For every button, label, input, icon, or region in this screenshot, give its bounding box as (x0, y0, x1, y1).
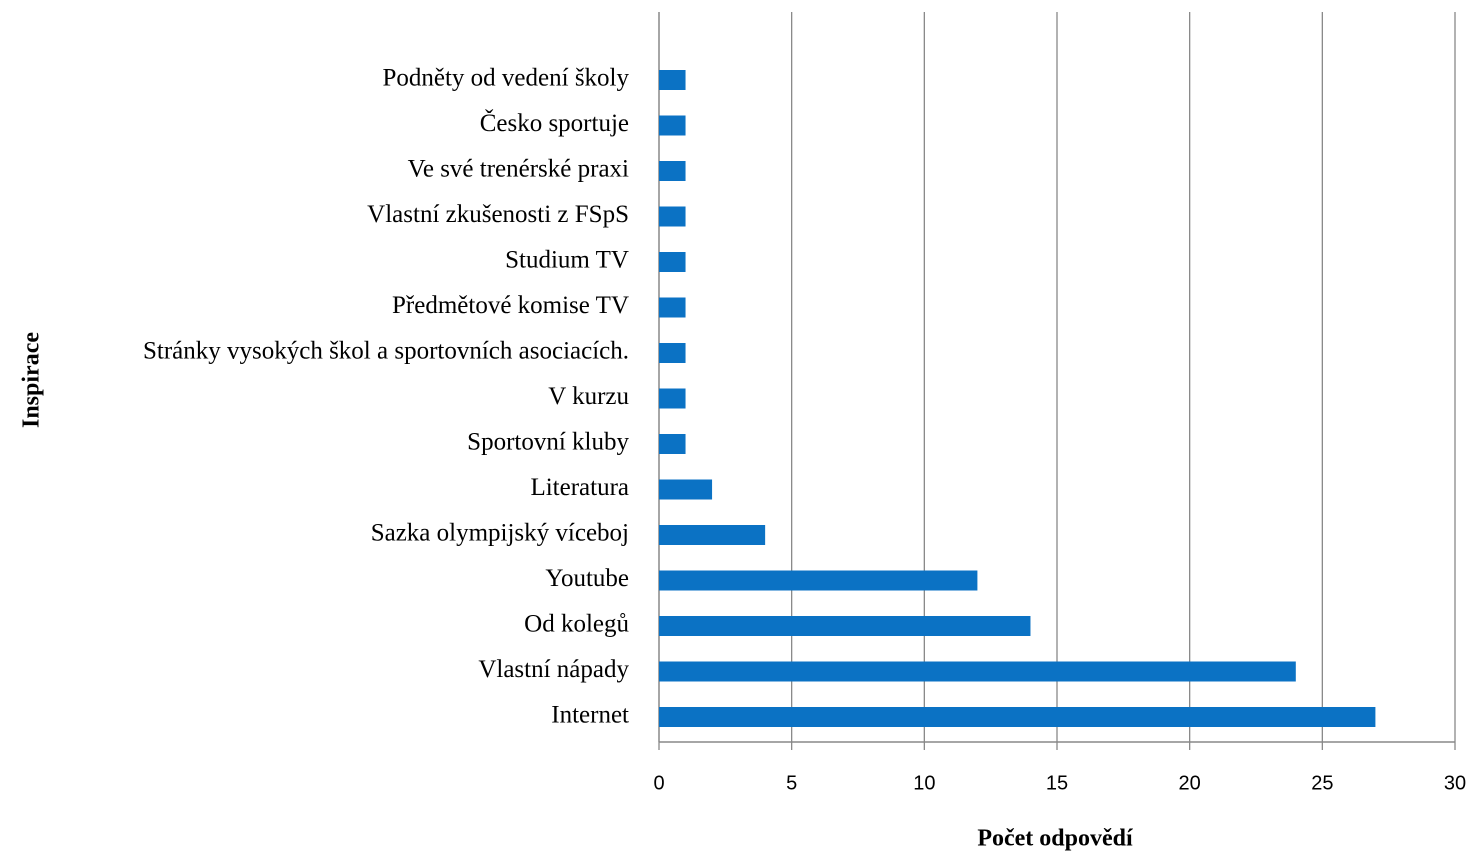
bar (659, 434, 686, 454)
x-tick-label: 0 (653, 772, 664, 794)
y-tick-label: Youtube (545, 565, 629, 592)
bar (659, 252, 686, 272)
y-tick-label: Ve své trenérské praxi (408, 156, 629, 183)
y-tick-label: Stránky vysokých škol a sportovních asoc… (143, 338, 629, 365)
y-tick-label: Literatura (530, 474, 629, 501)
y-tick-label: Podněty od vedení školy (382, 65, 629, 92)
x-tick-label: 30 (1444, 772, 1466, 794)
bar (659, 161, 686, 181)
x-tick-label: 10 (913, 772, 935, 794)
x-tick-label: 15 (1046, 772, 1068, 794)
x-tick-label: 20 (1179, 772, 1201, 794)
bar (659, 115, 686, 136)
y-tick-label: Vlastní nápady (478, 656, 629, 683)
bar (659, 661, 1296, 682)
y-tick-label: Sazka olympijský víceboj (371, 520, 629, 547)
y-tick-label: Od kolegů (524, 611, 629, 638)
y-tick-label: Česko sportuje (480, 109, 629, 137)
bar (659, 388, 686, 409)
y-axis-label: Inspirace (19, 332, 45, 428)
y-tick-label: Vlastní zkušenosti z FSpS (367, 201, 629, 228)
y-tick-label: Sportovní kluby (467, 429, 629, 456)
bar (659, 616, 1031, 636)
x-tick-label: 5 (786, 772, 797, 794)
bar (659, 70, 686, 90)
y-tick-label: V kurzu (548, 383, 629, 410)
x-tick-label: 25 (1311, 772, 1333, 794)
y-tick-label: Předmětové komise TV (392, 292, 629, 319)
x-axis-label: Počet odpovědí (977, 826, 1133, 852)
bar (659, 297, 686, 318)
bar (659, 343, 686, 363)
bar (659, 479, 713, 500)
y-tick-label: Studium TV (505, 247, 629, 274)
bar (659, 570, 978, 591)
bar (659, 525, 766, 545)
y-tick-label: Internet (551, 702, 629, 729)
bar (659, 206, 686, 227)
bar (659, 707, 1376, 727)
